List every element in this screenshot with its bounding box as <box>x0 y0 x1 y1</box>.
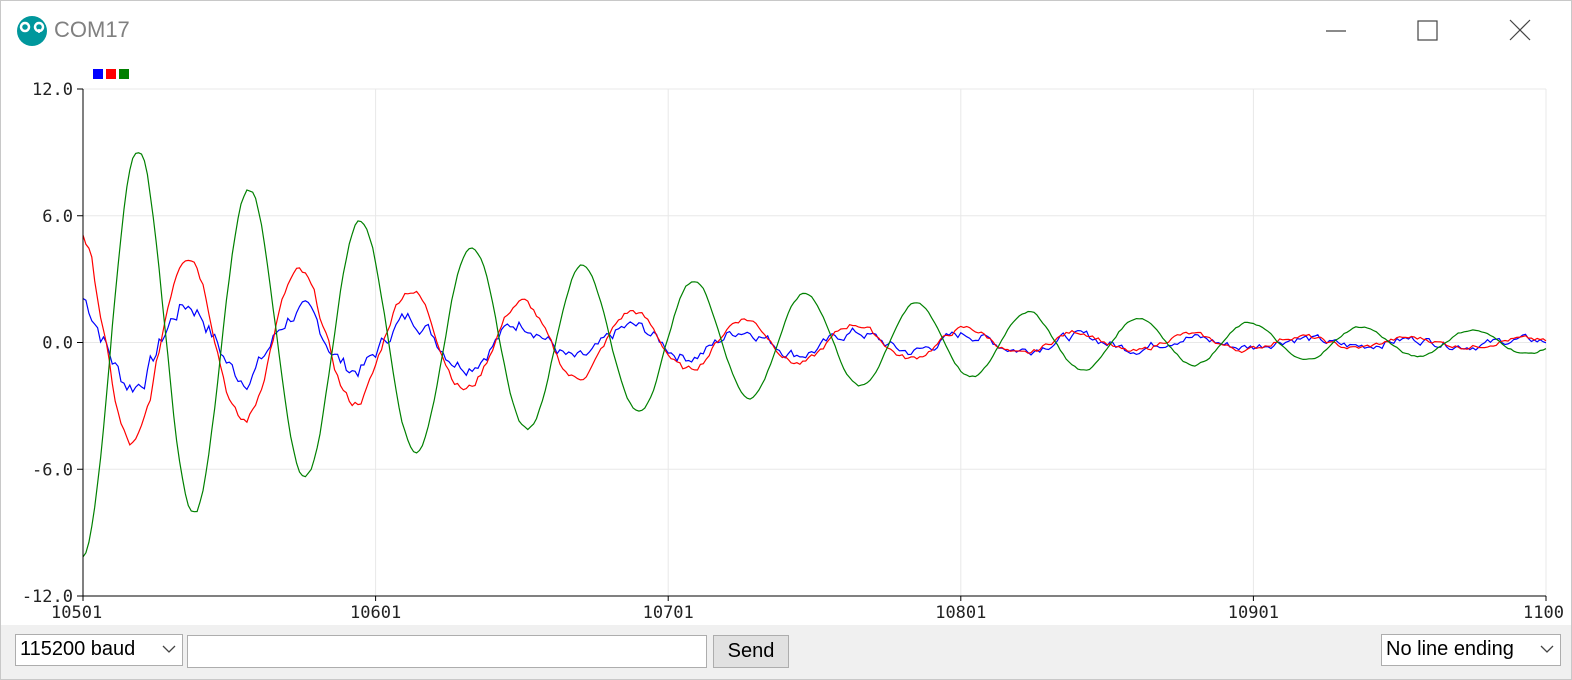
chevron-down-icon <box>1540 645 1554 653</box>
plot-series <box>82 152 1547 558</box>
window-title: COM17 <box>54 17 130 42</box>
x-tick-label: 10701 <box>643 603 694 623</box>
y-tick-label: -6.0 <box>32 460 73 480</box>
x-tick-label: 10501 <box>51 603 102 623</box>
close-icon <box>1509 19 1531 41</box>
serial-input[interactable] <box>187 635 707 668</box>
series-line <box>82 152 1547 558</box>
plot-axes <box>77 88 1547 601</box>
legend-swatch <box>119 69 129 79</box>
y-tick-label: -12.0 <box>22 587 73 607</box>
y-tick-label: 6.0 <box>42 207 73 227</box>
bottom-toolbar: 115200 baud Send No line ending <box>1 625 1571 679</box>
series-line <box>82 234 1547 446</box>
x-tick-label: 10601 <box>350 603 401 623</box>
baud-rate-value: 115200 baud <box>20 638 136 660</box>
serial-plotter[interactable]: 12.0 6.0 0.0 -6.0 -12.0 10501 10601 10701 10801 1… <box>1 59 1571 625</box>
chevron-down-icon <box>162 645 176 653</box>
minimize-icon <box>1326 30 1346 32</box>
series-line <box>82 297 1547 394</box>
legend-swatch <box>106 69 116 79</box>
baud-rate-select[interactable]: 115200 baud <box>15 634 183 666</box>
send-button[interactable]: Send <box>713 635 789 668</box>
y-tick-label: 0.0 <box>42 334 73 354</box>
line-ending-select[interactable]: No line ending <box>1381 634 1561 666</box>
arduino-infinity-icon <box>17 16 47 46</box>
line-ending-value: No line ending <box>1386 638 1514 660</box>
maximize-button[interactable] <box>1406 7 1452 53</box>
close-button[interactable] <box>1498 7 1544 53</box>
title-bar[interactable]: COM17 <box>1 1 1571 59</box>
x-tick-label: 10801 <box>935 603 986 623</box>
x-tick-label: 1100 <box>1523 603 1564 623</box>
legend-swatch <box>93 69 103 79</box>
minimize-button[interactable] <box>1314 7 1360 53</box>
maximize-icon <box>1417 20 1438 41</box>
x-tick-label: 10901 <box>1228 603 1279 623</box>
legend <box>93 69 129 79</box>
y-tick-label: 12.0 <box>32 80 73 100</box>
